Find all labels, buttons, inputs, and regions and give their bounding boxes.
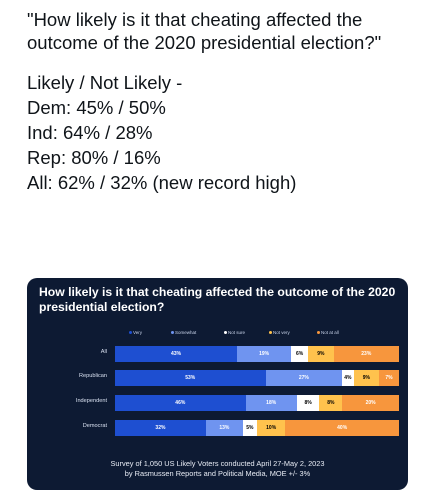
bar-segment-very: 32% xyxy=(115,420,206,436)
bar-segment-not-sure: 4% xyxy=(342,370,354,386)
legend-item-not-sure: Not sure xyxy=(224,330,245,335)
stacked-bar: 46% 18% 8% 8% 20% xyxy=(115,395,399,411)
bar-segment-not-at-all: 40% xyxy=(285,420,399,436)
bar-segment-very: 53% xyxy=(115,370,266,386)
data-label: 8% xyxy=(304,400,312,406)
data-label: 5% xyxy=(246,425,254,431)
bar-segment-not-at-all: 7% xyxy=(379,370,399,386)
chart-title: How likely is it that cheating affected … xyxy=(39,285,396,314)
stats-line: Likely / Not Likely - xyxy=(27,72,183,93)
legend-dot xyxy=(171,331,174,335)
legend-label: Somewhat xyxy=(175,330,197,335)
legend-dot xyxy=(129,331,132,335)
data-label: 9% xyxy=(362,375,370,381)
bar-segment-not-very: 10% xyxy=(256,420,286,436)
bar-segment-not-sure: 8% xyxy=(296,395,320,411)
stacked-bar: 32% 13% 5% 10% 40% xyxy=(115,420,399,436)
bar-segment-not-sure: 5% xyxy=(242,420,257,436)
data-label: 27% xyxy=(298,375,309,381)
category-label: Republican xyxy=(79,373,107,379)
bar-segment-not-sure: 6% xyxy=(291,346,309,362)
legend-item-somewhat: Somewhat xyxy=(171,330,196,335)
bar-segment-not-very: 9% xyxy=(308,346,334,362)
legend-dot xyxy=(317,331,320,335)
footer-line: Survey of 1,050 US Likely Voters conduct… xyxy=(110,459,325,468)
bar-segment-somewhat: 13% xyxy=(205,420,243,436)
stats-line: Ind: 64% / 28% xyxy=(27,122,153,143)
category-label: All xyxy=(100,349,107,355)
stacked-bar: 53% 27% 4% 9% 7% xyxy=(115,370,399,386)
bar-segment-not-very: 9% xyxy=(353,370,380,386)
footer-line: by Rasmussen Reports and Political Media… xyxy=(124,469,311,478)
chart-image[interactable]: How likely is it that cheating affected … xyxy=(27,278,408,490)
chart-row-republican: Republican 53% 27% 4% 9% 7% xyxy=(27,370,408,386)
data-label: 13% xyxy=(219,425,230,431)
data-label: 9% xyxy=(317,351,325,357)
data-label: 43% xyxy=(171,351,182,357)
data-label: 8% xyxy=(327,400,335,406)
data-label: 32% xyxy=(155,425,166,431)
chart-legend: Very Somewhat Not sure Not very Not at a… xyxy=(129,330,399,338)
category-label: Independent xyxy=(75,398,107,404)
bar-segment-not-at-all: 20% xyxy=(342,395,399,411)
legend-item-very: Very xyxy=(129,330,142,335)
data-label: 10% xyxy=(266,425,277,431)
bar-segment-not-very: 8% xyxy=(319,395,343,411)
data-label: 40% xyxy=(337,425,348,431)
chart-footer: Survey of 1,050 US Likely Voters conduct… xyxy=(27,459,408,479)
data-label: 4% xyxy=(344,375,352,381)
bar-segment-not-at-all: 23% xyxy=(333,346,399,362)
bar-segment-somewhat: 27% xyxy=(265,370,343,386)
chart-row-all: All 43% 19% 6% 9% 23% xyxy=(27,346,408,362)
data-label: 7% xyxy=(385,375,393,381)
legend-dot xyxy=(269,331,272,335)
legend-label: Not sure xyxy=(228,330,246,335)
data-label: 53% xyxy=(185,375,196,381)
post-quote: "How likely is it that cheating affected… xyxy=(27,9,382,53)
chart-row-democrat: Democrat 32% 13% 5% 10% 40% xyxy=(27,420,408,436)
stats-line: Dem: 45% / 50% xyxy=(27,97,166,118)
legend-label: Not at all xyxy=(321,330,339,335)
stats-line: All: 62% / 32% (new record high) xyxy=(27,172,297,193)
data-label: 20% xyxy=(365,400,376,406)
stacked-bar: 43% 19% 6% 9% 23% xyxy=(115,346,399,362)
stats-line: Rep: 80% / 16% xyxy=(27,147,161,168)
bar-segment-somewhat: 19% xyxy=(237,346,292,362)
legend-item-not-at-all: Not at all xyxy=(317,330,339,335)
data-label: 46% xyxy=(175,400,186,406)
data-label: 19% xyxy=(259,351,270,357)
legend-item-not-very: Not very xyxy=(269,330,290,335)
category-label: Democrat xyxy=(82,423,107,429)
data-label: 18% xyxy=(266,400,277,406)
legend-dot xyxy=(224,331,227,335)
chart-row-independent: Independent 46% 18% 8% 8% 20% xyxy=(27,395,408,411)
legend-label: Not very xyxy=(273,330,290,335)
post-text: "How likely is it that cheating affected… xyxy=(27,8,427,195)
data-label: 6% xyxy=(295,351,304,357)
data-label: 23% xyxy=(361,351,372,357)
bar-segment-somewhat: 18% xyxy=(245,395,297,411)
post-stats: Likely / Not Likely - Dem: 45% / 50% Ind… xyxy=(27,70,427,195)
bar-segment-very: 43% xyxy=(115,346,238,362)
bar-segment-very: 46% xyxy=(115,395,246,411)
legend-label: Very xyxy=(133,330,143,335)
